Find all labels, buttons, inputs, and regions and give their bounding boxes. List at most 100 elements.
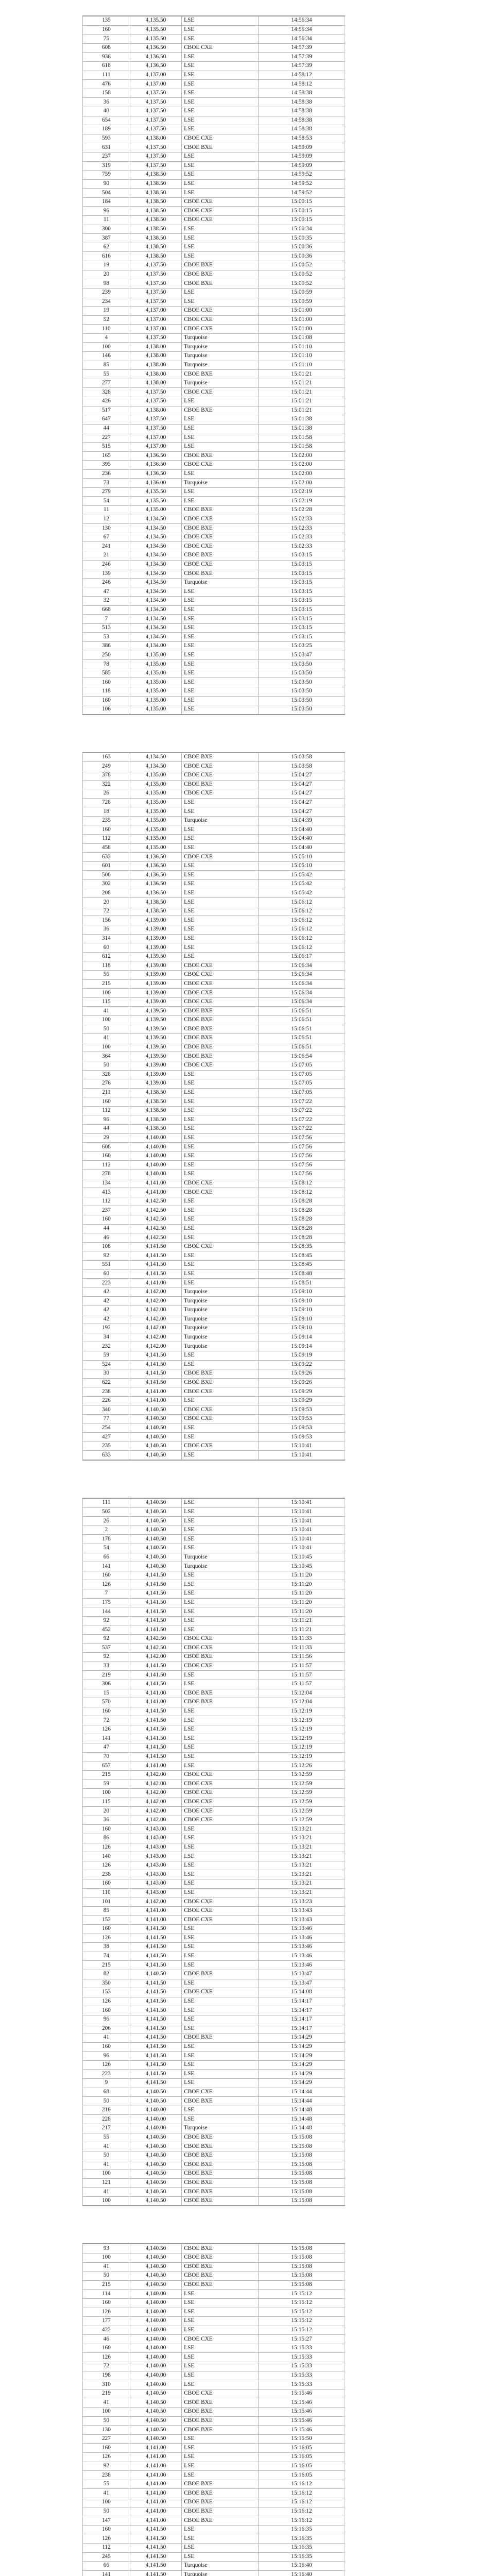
- trade-time: 15:01:21: [258, 378, 345, 388]
- trade-venue: Turquoise: [181, 1552, 259, 1563]
- trade-volume: 657: [82, 1761, 130, 1771]
- trade-table: 111 4,140.50 LSE 15:10:41 502 4,140.50 LSE 15:1…: [82, 1498, 345, 2207]
- trade-venue: LSE: [181, 2298, 259, 2308]
- trade-time: 15:07:56: [258, 1170, 345, 1179]
- trade-price: 4,134.50: [129, 596, 182, 606]
- trade-time: 15:06:34: [258, 979, 345, 989]
- table-row: 36 4,137.50 LSE 14:58:38: [82, 97, 345, 107]
- trade-volume: 77: [82, 1414, 130, 1424]
- table-row: 54 4,135.50 LSE 15:02:19: [82, 496, 345, 506]
- table-row: 55 4,140.50 CBOE BXE 15:15:08: [82, 2132, 345, 2143]
- trade-time: 15:12:19: [258, 1743, 345, 1753]
- trade-time: 15:15:46: [258, 2398, 345, 2408]
- table-row: 160 4,143.00 LSE 15:13:21: [82, 1824, 345, 1834]
- trade-volume: 206: [82, 2024, 130, 2034]
- trade-volume: 515: [82, 442, 130, 452]
- trade-time: 15:09:26: [258, 1378, 345, 1388]
- trade-time: 15:09:10: [258, 1287, 345, 1297]
- trade-venue: CBOE CXE: [181, 324, 259, 334]
- table-row: 75 4,135.50 LSE 14:56:34: [82, 34, 345, 44]
- trade-volume: 41: [82, 2033, 130, 2043]
- trade-venue: LSE: [181, 1233, 259, 1243]
- trade-volume: 227: [82, 433, 130, 443]
- trade-venue: LSE: [181, 106, 259, 116]
- trade-time: 14:58:38: [258, 106, 345, 116]
- trade-price: 4,138.00: [129, 378, 182, 388]
- trade-price: 4,142.00: [129, 1897, 182, 1907]
- trade-price: 4,141.50: [129, 2078, 182, 2088]
- trade-venue: CBOE BXE: [181, 2407, 259, 2417]
- trade-time: 15:07:22: [258, 1106, 345, 1116]
- trade-time: 15:06:51: [258, 1006, 345, 1016]
- trade-volume: 100: [82, 1015, 130, 1025]
- trade-venue: CBOE CXE: [181, 1797, 259, 1807]
- trade-time: 15:10:41: [258, 1450, 345, 1461]
- trade-volume: 160: [82, 1570, 130, 1581]
- trade-price: 4,138.50: [129, 170, 182, 180]
- trade-volume: 60: [82, 943, 130, 953]
- trade-volume: 246: [82, 578, 130, 588]
- table-row: 50 4,140.50 CBOE BXE 15:14:44: [82, 2096, 345, 2106]
- trade-time: 15:12:59: [258, 1779, 345, 1789]
- trade-volume: 108: [82, 1242, 130, 1252]
- trade-venue: Turquoise: [181, 333, 259, 343]
- trade-price: 4,140.50: [129, 2398, 182, 2408]
- trade-venue: LSE: [181, 161, 259, 171]
- trade-venue: LSE: [181, 1115, 259, 1125]
- trade-volume: 633: [82, 1450, 130, 1461]
- trade-price: 4,138.50: [129, 906, 182, 917]
- trade-volume: 101: [82, 1897, 130, 1907]
- table-row: 126 4,141.50 LSE 15:16:35: [82, 2534, 345, 2544]
- trade-venue: Turquoise: [181, 1314, 259, 1325]
- trade-price: 4,141.00: [129, 2479, 182, 2489]
- trade-time: 14:58:12: [258, 70, 345, 80]
- trade-venue: CBOE CXE: [181, 2388, 259, 2399]
- trade-venue: LSE: [181, 287, 259, 298]
- table-row: 42 4,142.00 Turquoise 15:09:10: [82, 1287, 345, 1297]
- trade-time: 15:04:27: [258, 789, 345, 799]
- trade-time: 15:13:47: [258, 1969, 345, 1979]
- trade-price: 4,140.50: [129, 2160, 182, 2170]
- trade-volume: 54: [82, 496, 130, 506]
- table-row: 306 4,141.50 LSE 15:11:57: [82, 1679, 345, 1689]
- trade-volume: 67: [82, 532, 130, 543]
- trade-volume: 215: [82, 979, 130, 989]
- trade-venue: Turquoise: [181, 816, 259, 826]
- trade-price: 4,141.50: [129, 2014, 182, 2025]
- trade-price: 4,136.50: [129, 469, 182, 479]
- trade-price: 4,134.50: [129, 605, 182, 615]
- table-row: 184 4,138.50 CBOE CXE 15:00:15: [82, 197, 345, 207]
- trade-time: 15:09:29: [258, 1387, 345, 1397]
- trade-time: 15:00:15: [258, 197, 345, 207]
- trade-time: 15:09:29: [258, 1396, 345, 1406]
- trade-price: 4,142.00: [129, 1296, 182, 1306]
- trade-venue: CBOE CXE: [181, 2087, 259, 2097]
- trade-venue: Turquoise: [181, 1305, 259, 1315]
- trade-volume: 41: [82, 2160, 130, 2170]
- trade-volume: 146: [82, 351, 130, 361]
- trade-price: 4,134.50: [129, 623, 182, 633]
- trade-price: 4,137.50: [129, 88, 182, 98]
- trade-venue: Turquoise: [181, 478, 259, 488]
- trade-price: 4,140.00: [129, 2370, 182, 2381]
- table-row: 504 4,138.50 LSE 14:59:52: [82, 188, 345, 198]
- trade-time: 15:15:08: [258, 2280, 345, 2290]
- trade-price: 4,140.50: [129, 2096, 182, 2106]
- table-row: 276 4,139.00 LSE 15:07:05: [82, 1079, 345, 1089]
- trade-price: 4,142.00: [129, 1287, 182, 1297]
- table-row: 2 4,140.50 LSE 15:10:41: [82, 1525, 345, 1535]
- trade-price: 4,140.50: [129, 2407, 182, 2417]
- trade-price: 4,135.00: [129, 668, 182, 679]
- trade-time: 15:10:41: [258, 1498, 345, 1508]
- table-row: 98 4,137.50 CBOE BXE 15:00:52: [82, 279, 345, 289]
- trade-price: 4,142.50: [129, 1643, 182, 1653]
- trade-time: 15:10:41: [258, 1525, 345, 1535]
- trade-time: 14:59:52: [258, 188, 345, 198]
- table-row: 246 4,134.50 Turquoise 15:03:15: [82, 578, 345, 588]
- trade-volume: 340: [82, 1405, 130, 1415]
- trade-time: 15:00:52: [258, 279, 345, 289]
- trade-venue: LSE: [181, 1423, 259, 1433]
- trade-volume: 100: [82, 2196, 130, 2206]
- trade-price: 4,140.50: [129, 2132, 182, 2143]
- page-content: 135 4,135.50 LSE 14:56:34 160 4,135.50 LSE 14:5…: [0, 15, 497, 715]
